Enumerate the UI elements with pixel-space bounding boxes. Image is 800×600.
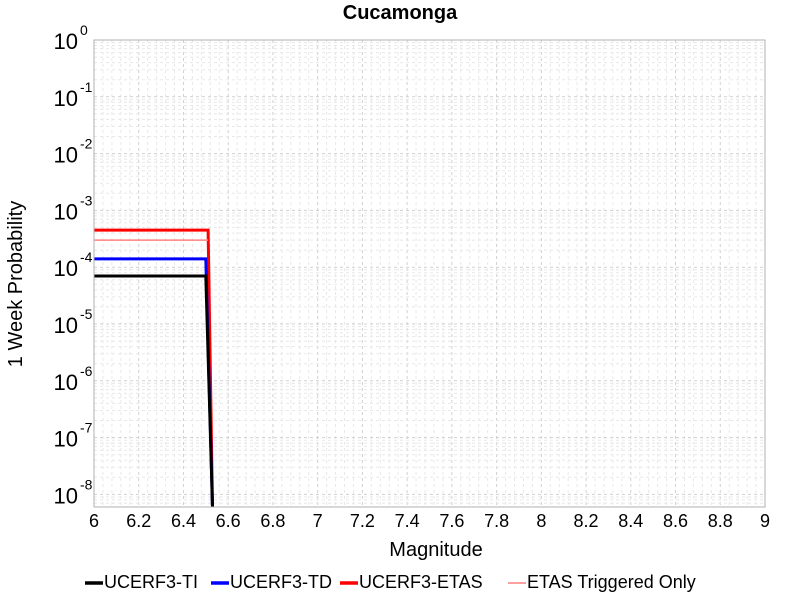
y-tick-exponent: 0 xyxy=(80,22,88,38)
grid xyxy=(93,39,766,508)
y-tick-label: 10 xyxy=(54,313,78,338)
y-tick-exponent: -6 xyxy=(80,363,93,379)
x-tick-label: 7.6 xyxy=(439,511,464,531)
y-tick-exponent: -7 xyxy=(80,420,93,436)
y-tick-exponent: -2 xyxy=(80,136,93,152)
x-tick-label: 6.6 xyxy=(216,511,241,531)
y-tick-exponent: -4 xyxy=(80,249,93,265)
legend-label: UCERF3-TD xyxy=(230,572,332,592)
x-tick-label: 8.4 xyxy=(618,511,643,531)
y-tick-label: 10 xyxy=(54,427,78,452)
x-tick-label: 6.8 xyxy=(260,511,285,531)
x-tick-label: 8.8 xyxy=(708,511,733,531)
chart-title: Cucamonga xyxy=(343,2,458,24)
y-tick-label: 10 xyxy=(54,370,78,395)
y-tick-exponent: -8 xyxy=(80,476,93,492)
y-tick-label: 10 xyxy=(54,86,78,111)
x-axis-label: Magnitude xyxy=(389,539,482,561)
legend-label: UCERF3-ETAS xyxy=(359,572,483,592)
x-tick-label: 8.2 xyxy=(574,511,599,531)
legend-label: UCERF3-TI xyxy=(104,572,198,592)
legend-label: ETAS Triggered Only xyxy=(527,572,696,592)
y-tick-label: 10 xyxy=(54,483,78,508)
x-tick-label: 9 xyxy=(760,511,770,531)
x-tick-label: 7.8 xyxy=(484,511,509,531)
y-tick-label: 10 xyxy=(54,29,78,54)
y-tick-exponent: -5 xyxy=(80,306,93,322)
x-tick-label: 6.4 xyxy=(171,511,196,531)
x-tick-label: 7.2 xyxy=(350,511,375,531)
x-tick-label: 8 xyxy=(536,511,546,531)
y-tick-exponent: -1 xyxy=(80,79,93,95)
series-line-ucerf3-ti xyxy=(94,274,214,508)
y-tick-label: 10 xyxy=(54,199,78,224)
plot-frame xyxy=(93,39,766,508)
x-tick-label: 6 xyxy=(89,511,99,531)
x-tick-label: 8.6 xyxy=(663,511,688,531)
x-tick-labels: 6 6.2 6.4 6.6 6.8 7 7.2 7.4 7.6 7.8 8 8.2 8.4 8.6 8.8 9 xyxy=(89,511,770,531)
series-layer xyxy=(94,228,214,508)
y-tick-label: 10 xyxy=(54,143,78,168)
x-tick-label: 6.2 xyxy=(126,511,151,531)
y-tick-label: 10 xyxy=(54,256,78,281)
legend: UCERF3-TI UCERF3-TD UCERF3-ETAS ETAS Trigge… xyxy=(85,572,696,592)
x-tick-label: 7.4 xyxy=(395,511,420,531)
y-tick-exponent: -3 xyxy=(80,192,93,208)
y-axis-label: 1 Week Probability xyxy=(5,201,27,367)
series-line-ucerf3-etas xyxy=(94,228,214,508)
x-tick-label: 7 xyxy=(313,511,323,531)
